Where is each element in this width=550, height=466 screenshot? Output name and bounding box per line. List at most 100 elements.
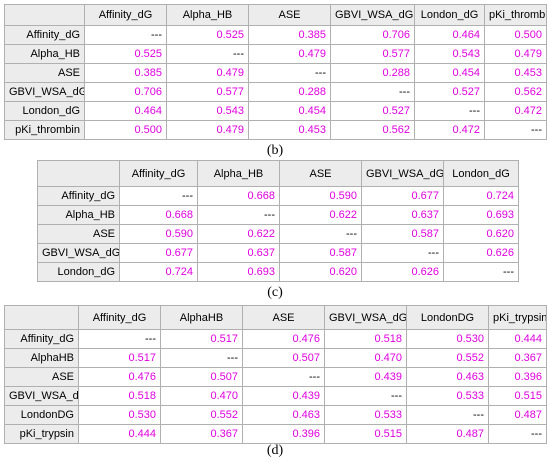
value-cell: 0.668 — [197, 186, 280, 206]
row-header: ASE — [4, 63, 85, 83]
column-header: Affinity_dG — [78, 305, 161, 330]
value-cell: --- — [406, 405, 489, 425]
table-row: Alpha_HB 0.525 --- 0.479 0.577 0.543 0.479 — [4, 44, 547, 64]
value-cell: 0.439 — [324, 367, 407, 387]
value-cell: 0.562 — [484, 82, 547, 102]
value-cell: 0.637 — [361, 205, 444, 225]
value-cell: --- — [484, 120, 547, 140]
value-cell: 0.479 — [248, 44, 331, 64]
value-cell: 0.626 — [443, 243, 519, 263]
value-cell: 0.706 — [330, 25, 415, 45]
column-header: London_dG — [414, 4, 485, 26]
row-header: ASE — [37, 224, 120, 244]
value-cell: 0.515 — [324, 424, 407, 444]
value-cell: 0.385 — [248, 25, 331, 45]
value-cell: 0.724 — [119, 262, 198, 282]
column-header: AlphaHB — [160, 305, 243, 330]
table-row: GBVI_WSA_dG 0.677 0.637 0.587 --- 0.626 — [37, 243, 519, 263]
value-cell: 0.518 — [78, 386, 161, 406]
caption: (c) — [267, 285, 283, 300]
table-row: Affinity_dG --- 0.668 0.590 0.677 0.724 — [37, 186, 519, 206]
table-row: London_dG 0.724 0.693 0.620 0.626 --- — [37, 262, 519, 282]
column-header: GBVI_WSA_dG — [324, 305, 407, 330]
value-cell: 0.463 — [406, 367, 489, 387]
value-cell: 0.479 — [166, 63, 249, 83]
value-cell: --- — [361, 243, 444, 263]
row-header: GBVI_WSA_dG — [37, 243, 120, 263]
row-header: London_dG — [37, 262, 120, 282]
table-row: ASE 0.476 0.507 --- 0.439 0.463 0.396 — [4, 367, 547, 387]
header-row: Affinity_dG Alpha_HB ASE GBVI_WSA_dG London_… — [37, 160, 519, 187]
column-header: Alpha_HB — [197, 160, 280, 187]
value-cell: 0.517 — [160, 329, 243, 349]
value-cell: --- — [248, 63, 331, 83]
value-cell: 0.622 — [197, 224, 280, 244]
value-cell: 0.668 — [119, 205, 198, 225]
value-cell: 0.507 — [242, 348, 325, 368]
value-cell: 0.288 — [248, 82, 331, 102]
corner-cell — [37, 160, 120, 187]
value-cell: 0.693 — [443, 205, 519, 225]
value-cell: 0.620 — [443, 224, 519, 244]
value-cell: 0.385 — [84, 63, 167, 83]
value-cell: --- — [330, 82, 415, 102]
value-cell: 0.626 — [361, 262, 444, 282]
table-row: pKi_trypsin 0.444 0.367 0.396 0.515 0.487 --- — [4, 424, 547, 444]
value-cell: --- — [166, 44, 249, 64]
table-row: AlphaHB 0.517 --- 0.507 0.470 0.552 0.367 — [4, 348, 547, 368]
row-header: pKi_trypsin — [4, 424, 79, 444]
column-header: London_dG — [443, 160, 519, 187]
row-header: GBVI_WSA_dG — [4, 82, 85, 102]
row-header: Alpha_HB — [4, 44, 85, 64]
value-cell: 0.525 — [84, 44, 167, 64]
value-cell: 0.454 — [414, 63, 485, 83]
row-header: ASE — [4, 367, 79, 387]
value-cell: --- — [488, 424, 547, 444]
value-cell: 0.444 — [488, 329, 547, 349]
value-cell: 0.543 — [414, 44, 485, 64]
value-cell: 0.453 — [248, 120, 331, 140]
value-cell: 0.590 — [119, 224, 198, 244]
table-row: ASE 0.590 0.622 --- 0.587 0.620 — [37, 224, 519, 244]
value-cell: 0.677 — [361, 186, 444, 206]
data-table: Affinity_dG Alpha_HB ASE GBVI_WSA_dG London_… — [37, 160, 519, 282]
row-header: AlphaHB — [4, 348, 79, 368]
table-row: Alpha_HB 0.668 --- 0.622 0.637 0.693 — [37, 205, 519, 225]
value-cell: 0.470 — [160, 386, 243, 406]
value-cell: 0.479 — [166, 120, 249, 140]
value-cell: --- — [78, 329, 161, 349]
column-header: ASE — [279, 160, 362, 187]
value-cell: 0.543 — [166, 101, 249, 121]
column-header: pKi_trypsin — [488, 305, 547, 330]
header-row: Affinity_dG Alpha_HB ASE GBVI_WSA_dG London_… — [4, 4, 547, 26]
value-cell: 0.396 — [488, 367, 547, 387]
value-cell: 0.562 — [330, 120, 415, 140]
value-cell: --- — [443, 262, 519, 282]
value-cell: 0.367 — [160, 424, 243, 444]
value-cell: 0.706 — [84, 82, 167, 102]
table-row: pKi_thrombin 0.500 0.479 0.453 0.562 0.472 --- — [4, 120, 547, 140]
value-cell: 0.454 — [248, 101, 331, 121]
table-row: ASE 0.385 0.479 --- 0.288 0.454 0.453 — [4, 63, 547, 83]
data-table: Affinity_dG AlphaHB ASE GBVI_WSA_dG LondonDG… — [4, 305, 547, 444]
value-cell: 0.587 — [361, 224, 444, 244]
value-cell: 0.530 — [78, 405, 161, 425]
value-cell: 0.472 — [484, 101, 547, 121]
value-cell: 0.527 — [414, 82, 485, 102]
column-header: GBVI_WSA_dG — [330, 4, 415, 26]
row-header: GBVI_WSA_dG — [4, 386, 79, 406]
table-row: GBVI_WSA_dG 0.706 0.577 0.288 --- 0.527 0.562 — [4, 82, 547, 102]
value-cell: --- — [197, 205, 280, 225]
value-cell: 0.533 — [406, 386, 489, 406]
value-cell: 0.500 — [484, 25, 547, 45]
value-cell: 0.724 — [443, 186, 519, 206]
column-header: Alpha_HB — [166, 4, 249, 26]
row-header: Affinity_dG — [4, 25, 85, 45]
corner-cell — [4, 4, 85, 26]
value-cell: 0.533 — [324, 405, 407, 425]
value-cell: 0.476 — [242, 329, 325, 349]
value-cell: 0.396 — [242, 424, 325, 444]
value-cell: --- — [160, 348, 243, 368]
value-cell: --- — [324, 386, 407, 406]
